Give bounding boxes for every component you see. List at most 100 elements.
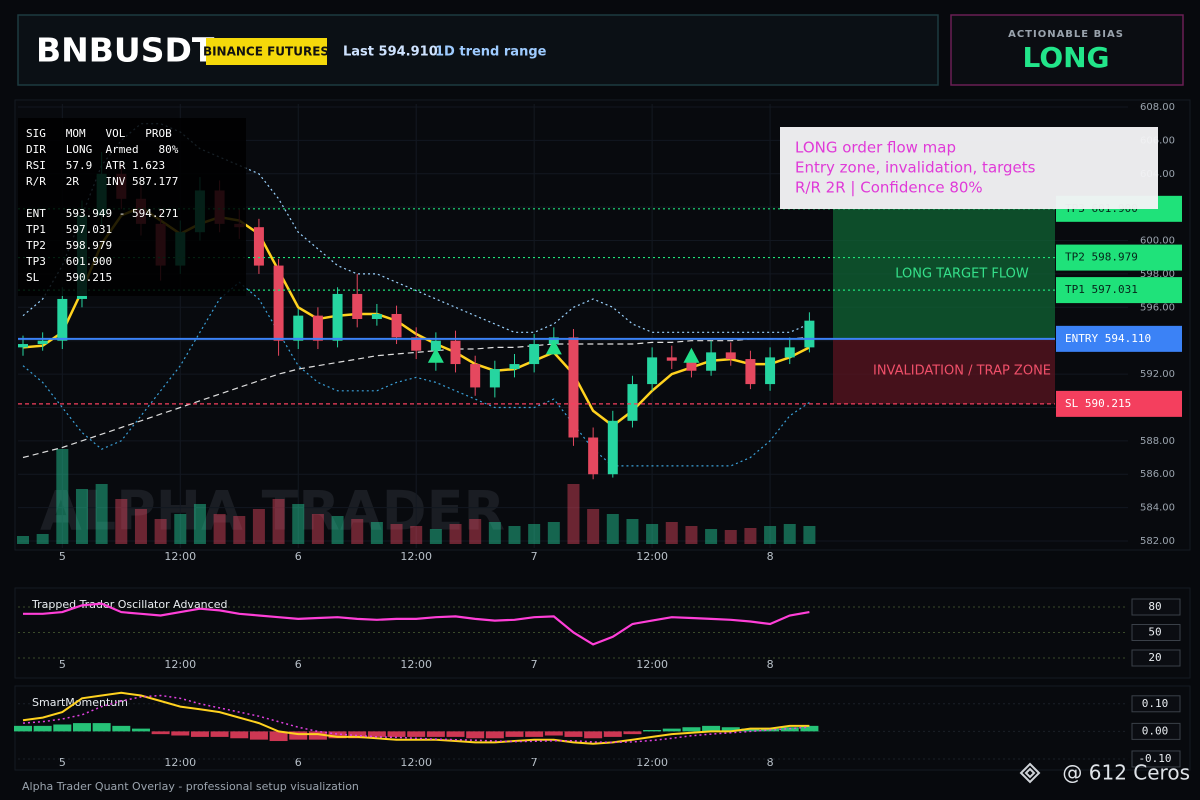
x-tick-label: 12:00: [636, 756, 668, 769]
volume-bar: [469, 519, 482, 544]
volume-bar: [56, 449, 69, 544]
candle-body: [765, 357, 776, 385]
level-tag: [1056, 277, 1182, 304]
x-tick-label: 12:00: [164, 550, 196, 563]
volume-bar: [724, 530, 737, 544]
candle-body: [489, 369, 500, 388]
momentum-bar: [249, 731, 268, 740]
y-tick-label: 600.00: [1140, 236, 1175, 247]
bias: LONG: [1022, 41, 1109, 74]
volume-bar: [292, 504, 305, 544]
info-row: TP1 597.031: [26, 223, 112, 236]
momentum-bar: [328, 731, 347, 739]
momentum-bar: [53, 724, 72, 732]
level-label: TP1 597.031: [1065, 283, 1138, 296]
level-tag: [1056, 244, 1182, 271]
volume-bar: [154, 519, 167, 544]
candle-body: [725, 352, 736, 360]
credit-logo: [1019, 762, 1041, 784]
target-zone: [833, 208, 1055, 339]
info-row: DIR LONG Armed 80%: [26, 143, 179, 156]
volume-bar: [606, 514, 619, 544]
volume-bar: [587, 509, 600, 544]
candle-body: [706, 352, 717, 371]
zone-label: INVALIDATION / TRAP ZONE: [873, 364, 1051, 379]
tick-box: [1131, 649, 1181, 667]
signal-marker: [545, 339, 562, 355]
x-tick-label: 12:00: [636, 658, 668, 671]
signal-marker: [427, 347, 444, 363]
volume-bar: [783, 524, 796, 544]
volume-bar: [567, 484, 580, 544]
panel-title: SmartMomentum: [32, 696, 128, 709]
candle-body: [37, 340, 48, 345]
trap-zone: [833, 338, 1055, 404]
x-tick-label: 5: [59, 550, 66, 563]
y-tick-label: 588.00: [1140, 436, 1175, 447]
x-tick-label: 8: [767, 550, 774, 563]
volume-bar: [488, 522, 501, 544]
level-label: ENTRY 594.110: [1065, 332, 1151, 345]
volume-bar: [410, 526, 423, 544]
line: [22, 123, 810, 333]
callout-line: R/R 2R | Confidence 80%: [795, 179, 983, 197]
badge-bg: [206, 38, 327, 65]
momentum-bar: [171, 731, 190, 736]
symbol: BNBUSDT: [36, 31, 215, 70]
candle-body: [647, 357, 658, 385]
momentum-bar: [623, 731, 642, 735]
momentum-bar: [131, 728, 150, 732]
y-tick-label: 0.00: [1142, 724, 1169, 737]
candle-body: [627, 384, 638, 421]
volume-bar: [528, 524, 541, 544]
momentum-bar: [387, 731, 406, 737]
line: [22, 694, 810, 744]
momentum-bar: [230, 731, 249, 739]
bias-label: ACTIONABLE BIAS: [1008, 29, 1124, 40]
y-tick-label: 586.00: [1140, 469, 1175, 480]
volume-bar: [115, 499, 128, 544]
volume-bar: [803, 526, 816, 544]
volume-bar: [36, 534, 49, 544]
momentum-bar: [584, 731, 603, 739]
momentum-bar: [800, 725, 819, 732]
volume-bar: [429, 529, 442, 544]
candle-body: [568, 337, 579, 438]
x-tick-label: 12:00: [164, 756, 196, 769]
momentum-bar: [72, 723, 91, 732]
momentum-bar: [289, 731, 308, 740]
y-tick-label: 20: [1148, 651, 1161, 664]
momentum-bar: [112, 725, 131, 732]
callout: [780, 127, 1158, 209]
x-tick-label: 12:00: [164, 658, 196, 671]
candle-body: [18, 344, 28, 348]
candle-body: [371, 313, 382, 319]
level-tag: [1056, 325, 1182, 352]
momentum-bar: [603, 731, 622, 737]
volume-bar: [351, 519, 364, 544]
candle-body: [293, 315, 304, 341]
candle-body: [529, 344, 540, 365]
x-tick-label: 8: [767, 658, 774, 671]
candle-body: [391, 313, 402, 338]
candle-body: [450, 340, 461, 365]
momentum-bar: [564, 731, 583, 737]
signal-marker: [683, 347, 700, 363]
x-tick-label: 12:00: [400, 756, 432, 769]
range: 1D trend range: [435, 45, 547, 60]
volume-bar: [134, 509, 147, 544]
volume-bar: [547, 522, 560, 544]
credit: @ 612 Ceros: [1062, 761, 1190, 785]
candle-body: [804, 320, 815, 348]
badge: BINANCE FUTURES: [203, 45, 329, 59]
momentum-bar: [92, 723, 111, 732]
x-tick-label: 8: [767, 756, 774, 769]
footer: Alpha Trader Quant Overlay - professiona…: [22, 780, 359, 793]
x-tick-label: 12:00: [400, 550, 432, 563]
volume-bar: [508, 526, 521, 544]
momentum-bar: [485, 731, 504, 739]
volume-bar: [685, 526, 698, 544]
tick-box: [1131, 750, 1181, 768]
y-tick-label: 582.00: [1140, 536, 1175, 547]
